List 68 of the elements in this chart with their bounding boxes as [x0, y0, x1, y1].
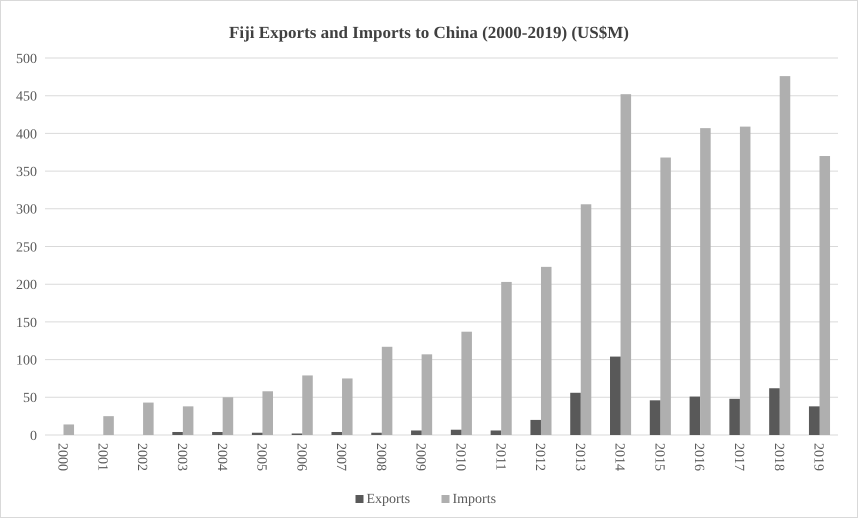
- x-tick-label: 2019: [810, 443, 826, 471]
- bar: [780, 76, 790, 435]
- y-tick-label: 500: [16, 52, 37, 67]
- x-tick-label: 2016: [691, 443, 706, 471]
- x-tick-label: 2017: [731, 443, 746, 471]
- y-tick-label: 250: [16, 240, 37, 256]
- x-tick-label: 2004: [214, 443, 229, 471]
- x-tick-label: 2008: [372, 443, 388, 471]
- bar: [740, 126, 750, 435]
- y-tick-label: 300: [16, 202, 37, 218]
- bar: [64, 424, 74, 435]
- x-tick-label: 2005: [254, 443, 269, 471]
- x-tick-label: 2010: [452, 443, 468, 471]
- y-tick-label: 350: [16, 165, 37, 180]
- y-tick-label: 450: [16, 90, 37, 105]
- x-tick-label: 2012: [532, 443, 548, 471]
- chart-title: Fiji Exports and Imports to China (2000-2019) (US$M): [229, 23, 629, 42]
- bar: [411, 430, 422, 435]
- x-tick-label: 2007: [333, 443, 348, 471]
- x-tick-label: 2002: [134, 443, 150, 471]
- bar: [182, 406, 194, 435]
- bar: [212, 432, 223, 435]
- bar: [461, 332, 472, 435]
- y-tick-label: 400: [16, 127, 37, 142]
- legend-label: Exports: [366, 492, 410, 507]
- y-tick-label: 50: [23, 391, 37, 406]
- x-tick-label: 2006: [293, 443, 308, 471]
- bar: [422, 354, 432, 435]
- bar: [610, 356, 621, 435]
- bar: [660, 158, 671, 435]
- bar: [143, 402, 154, 435]
- bar: [650, 400, 660, 435]
- y-tick-label: 0: [30, 428, 37, 444]
- y-tick-label: 100: [16, 354, 37, 368]
- bar: [382, 346, 392, 435]
- bar: [222, 397, 234, 435]
- bar: [729, 398, 740, 435]
- bar: [302, 375, 313, 435]
- bar: [530, 420, 541, 435]
- x-tick-label: 2015: [651, 443, 666, 471]
- bar: [103, 416, 114, 435]
- x-tick-label: 2003: [174, 443, 189, 471]
- bar: [450, 430, 462, 435]
- bar: [580, 204, 592, 435]
- bar: [262, 391, 273, 435]
- bar: [331, 432, 342, 435]
- x-tick-label: 2011: [492, 443, 508, 470]
- bar: [342, 378, 353, 435]
- y-tick-label: 200: [16, 278, 37, 294]
- bar: [808, 406, 820, 435]
- y-tick-label: 150: [16, 316, 37, 331]
- x-tick-label: 2014: [612, 443, 627, 471]
- x-tick-label: 2009: [412, 443, 428, 471]
- x-tick-label: 2000: [54, 443, 70, 471]
- bar: [570, 392, 581, 435]
- x-tick-label: 2018: [770, 443, 786, 471]
- x-tick-label: 2001: [94, 443, 110, 471]
- bar: [820, 156, 830, 435]
- bar: [769, 388, 780, 435]
- bar: [690, 396, 700, 435]
- x-tick-label: 2013: [572, 443, 587, 471]
- bar: [501, 282, 512, 435]
- bar: [490, 430, 502, 435]
- legend-label: Imports: [452, 492, 496, 507]
- bar: [620, 94, 632, 435]
- bar: [540, 266, 552, 435]
- bar: [172, 432, 183, 435]
- bar: [700, 128, 711, 435]
